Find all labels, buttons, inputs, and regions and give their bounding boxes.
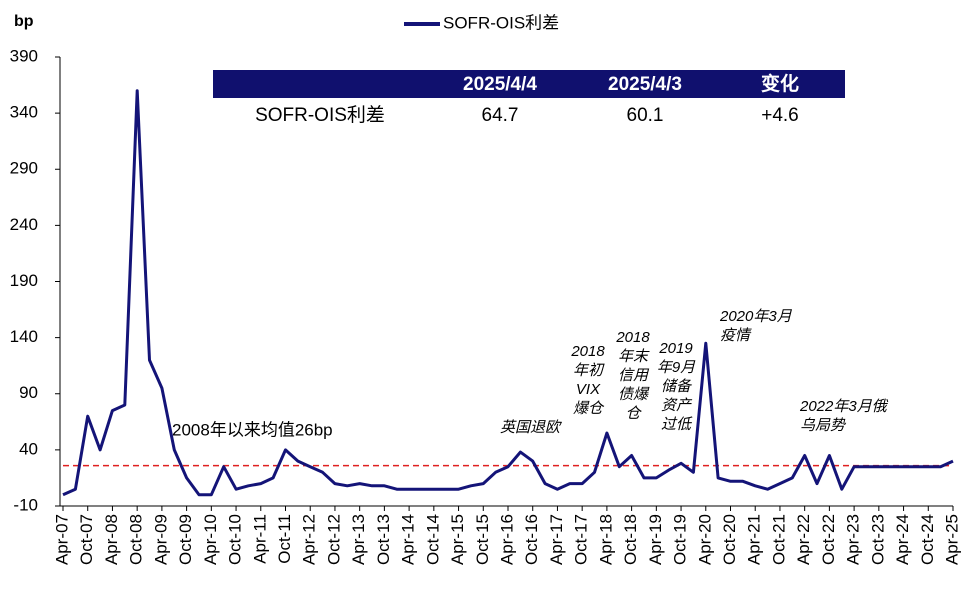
x-tick-label: Apr-12: [300, 514, 319, 565]
y-tick-label: 140: [10, 327, 38, 346]
y-tick-label: 240: [10, 215, 38, 234]
annotation: 储备: [661, 378, 693, 395]
series-line: [62, 89, 954, 497]
x-tick-label: Oct-07: [77, 514, 96, 565]
x-tick-label: Oct-22: [819, 514, 838, 565]
x-tick-label: Oct-17: [572, 514, 591, 565]
y-axis-label: bp: [14, 13, 34, 30]
x-tick-label: Apr-07: [52, 514, 71, 565]
x-tick-label: Apr-14: [399, 514, 418, 565]
x-tick-label: Apr-11: [250, 514, 269, 564]
y-tick-label: -10: [13, 495, 38, 514]
annotation: 2019: [658, 340, 693, 357]
annotation: 英国退欧: [500, 419, 563, 436]
table-header: [213, 70, 845, 98]
annotation: 疫情: [720, 327, 752, 344]
x-tick-label: Apr-15: [448, 514, 467, 565]
annotation: 年末: [618, 348, 650, 365]
x-tick-label: Oct-09: [176, 514, 195, 565]
x-tick-label: Oct-13: [374, 514, 393, 565]
x-tick-label: Apr-23: [844, 514, 863, 565]
mean-label: 2008年以来均值26bp: [172, 420, 333, 439]
x-tick-label: Apr-13: [349, 514, 368, 565]
table-cell: +4.6: [761, 105, 799, 126]
annotation: 资产: [661, 397, 693, 414]
y-tick-label: 40: [19, 439, 38, 458]
x-tick-label: Apr-20: [695, 514, 714, 565]
x-tick-label: Oct-24: [918, 514, 937, 565]
x-tick-label: Oct-11: [275, 514, 294, 564]
y-tick-label: 90: [19, 383, 38, 402]
annotation: 年9月: [657, 359, 696, 376]
x-tick-label: Apr-10: [201, 514, 220, 565]
x-tick-label: Apr-21: [745, 514, 764, 565]
x-tick-label: Oct-08: [127, 514, 146, 565]
x-tick-label: Oct-19: [671, 514, 690, 565]
x-tick-label: Oct-23: [868, 514, 887, 565]
annotation: 乌局势: [800, 417, 847, 434]
annotation: 2018: [615, 329, 650, 346]
annotation: 2020年3月: [719, 308, 793, 325]
x-tick-label: Oct-10: [226, 514, 245, 565]
x-tick-label: Apr-09: [151, 514, 170, 565]
annotation: 仓: [625, 405, 642, 422]
x-tick-label: Apr-17: [547, 514, 566, 565]
annotation: 2018: [570, 343, 605, 360]
x-tick-label: Apr-22: [794, 514, 813, 565]
annotation: 2022年3月俄: [799, 398, 889, 415]
annotation: 过低: [661, 416, 693, 433]
table-cell: 64.7: [482, 105, 519, 126]
annotation: 信用: [618, 367, 650, 384]
annotation: 爆仓: [573, 400, 605, 417]
table-header-cell: 变化: [761, 72, 799, 95]
x-tick-label: Apr-18: [596, 514, 615, 565]
x-tick-label: Oct-20: [720, 514, 739, 565]
annotation: VIX: [576, 381, 601, 398]
x-tick-label: Oct-21: [769, 514, 788, 565]
y-tick-label: 390: [10, 46, 38, 65]
x-tick-label: Apr-08: [102, 514, 121, 565]
y-tick-label: 340: [10, 103, 38, 122]
x-tick-label: Oct-15: [473, 514, 492, 565]
legend-label: SOFR-OIS利差: [443, 13, 559, 32]
table-cell: 60.1: [627, 105, 664, 126]
x-tick-label: Oct-18: [621, 514, 640, 565]
x-tick-label: Apr-25: [942, 514, 961, 565]
annotation: 债爆: [618, 386, 650, 403]
x-tick-label: Apr-16: [497, 514, 516, 565]
x-tick-label: Oct-12: [324, 514, 343, 565]
table-header-cell: 2025/4/3: [608, 74, 682, 95]
x-tick-label: Apr-24: [893, 514, 912, 565]
table-row-label: SOFR-OIS利差: [255, 104, 385, 126]
y-tick-label: 290: [10, 159, 38, 178]
annotation: 年初: [573, 362, 605, 379]
table-header-cell: 2025/4/4: [463, 74, 537, 95]
x-tick-label: Apr-19: [646, 514, 665, 565]
x-tick-label: Oct-16: [522, 514, 541, 565]
x-tick-label: Oct-14: [423, 514, 442, 565]
y-tick-label: 190: [10, 271, 38, 290]
